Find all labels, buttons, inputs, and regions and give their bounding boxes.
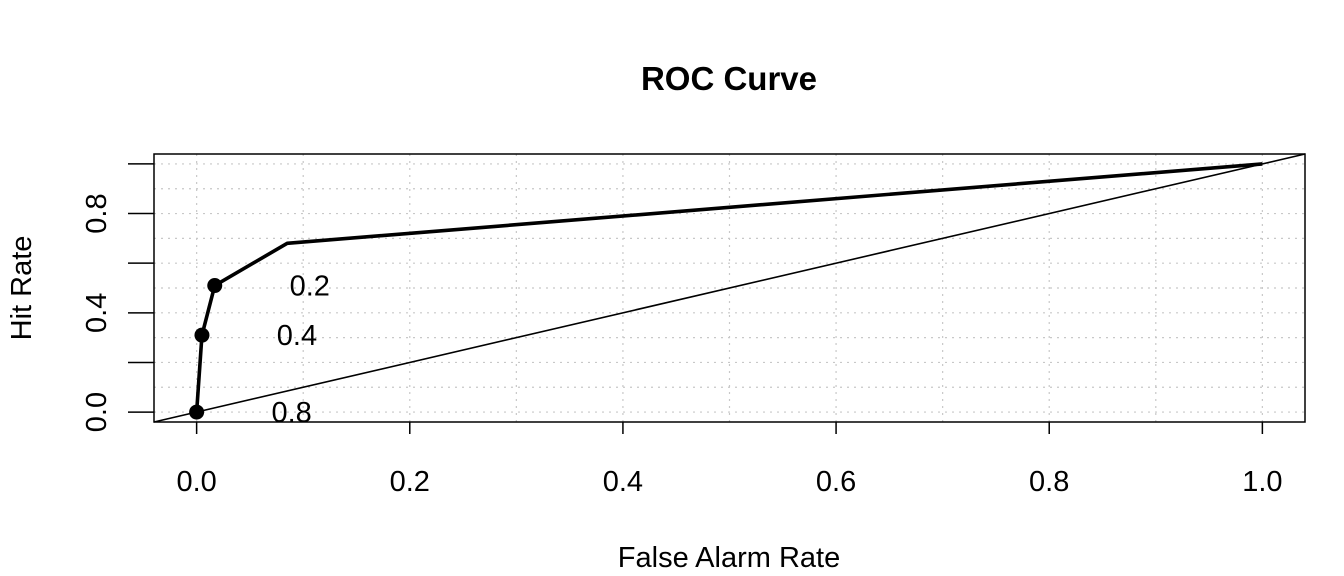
x-tick-label: 0.2 — [390, 466, 430, 498]
threshold-point — [207, 278, 223, 294]
y-tick-label: 0.4 — [81, 293, 113, 333]
threshold-point — [189, 404, 205, 420]
x-tick-label: 1.0 — [1242, 466, 1282, 498]
diagonal-reference-line — [153, 153, 1306, 423]
plot-frame — [153, 153, 1306, 423]
threshold-point-label: 0.2 — [290, 271, 330, 303]
chart-title: ROC Curve — [641, 60, 817, 97]
y-tick-label: 0.0 — [81, 392, 113, 432]
y-tick-label: 0.8 — [81, 193, 113, 233]
axes-layer: 0.0 0.2 0.4 0.6 0.8 1.0 0.0 0.4 0.8 — [81, 163, 1283, 498]
points-layer: 0.8 0.4 0.2 — [189, 271, 330, 429]
y-axis-label: Hit Rate — [6, 236, 38, 341]
threshold-point-label: 0.4 — [277, 320, 317, 352]
reference-layer — [153, 153, 1306, 423]
x-tick-label: 0.6 — [816, 466, 856, 498]
x-axis-label: False Alarm Rate — [618, 542, 840, 574]
threshold-point — [194, 327, 210, 343]
x-tick-label: 0.0 — [176, 466, 216, 498]
threshold-point-label: 0.8 — [271, 397, 311, 429]
x-tick-label: 0.4 — [603, 466, 643, 498]
x-tick-label: 0.8 — [1029, 466, 1069, 498]
